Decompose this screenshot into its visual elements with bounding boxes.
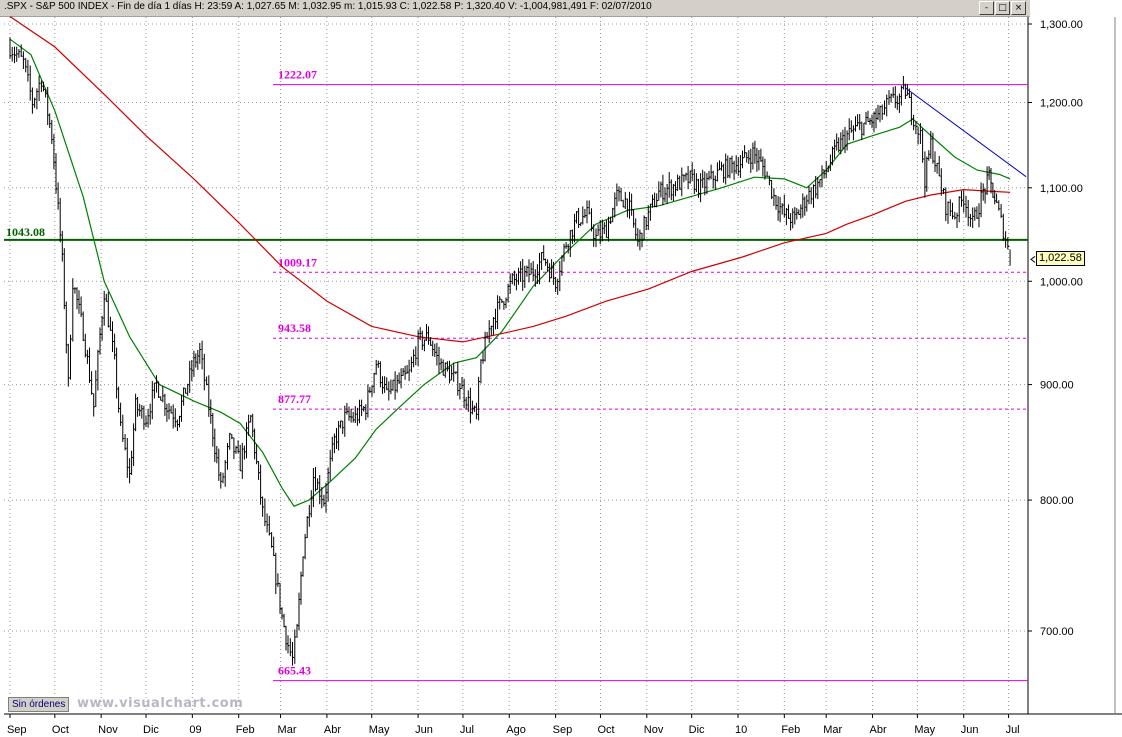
x-tick-label: May: [369, 724, 390, 736]
x-tick-label: Dic: [143, 724, 159, 736]
fibonacci-level-label: 665.43: [278, 664, 311, 678]
x-tick-label: Nov: [98, 724, 118, 736]
x-tick-label: Feb: [781, 724, 800, 736]
x-tick-label: Ago: [506, 724, 526, 736]
last-price-marker-icon: [1030, 255, 1036, 263]
x-tick-label: Jul: [1006, 724, 1020, 736]
x-tick-label: Jul: [460, 724, 474, 736]
x-tick-label: Jun: [961, 724, 979, 736]
x-tick-label: May: [914, 724, 935, 736]
window-title: .SPX - S&P 500 INDEX - Fin de día 1 días…: [4, 1, 652, 12]
x-tick-label: Feb: [236, 724, 255, 736]
moving-average-short-line: [9, 38, 1011, 507]
x-tick-label: Abr: [870, 724, 887, 736]
y-tick-label: 1,100.00: [1040, 183, 1083, 195]
y-tick-label: 1,300.00: [1040, 19, 1083, 31]
orders-button[interactable]: Sin órdenes: [8, 697, 70, 712]
fibonacci-level-label: 877.77: [278, 392, 311, 406]
x-tick-label: 09: [189, 724, 201, 736]
window-controls: - □ ×: [979, 1, 1026, 15]
x-tick-label: 10: [735, 724, 747, 736]
x-tick-label: Mar: [823, 724, 842, 736]
y-tick-label: 1,200.00: [1040, 97, 1083, 109]
fibonacci-level-label: 1222.07: [278, 68, 317, 82]
close-button[interactable]: ×: [1011, 1, 1026, 15]
x-tick-label: Oct: [597, 724, 614, 736]
minimize-button[interactable]: -: [979, 1, 994, 15]
x-tick-label: Dic: [689, 724, 705, 736]
y-tick-label: 700.00: [1040, 626, 1074, 638]
fibonacci-level-label: 943.58: [278, 321, 311, 335]
plot-area: [4, 17, 1028, 714]
x-tick-label: Nov: [644, 724, 664, 736]
x-tick-label: Mar: [278, 724, 297, 736]
trendline: [905, 87, 1027, 178]
fibonacci-level-label: 1009.17: [278, 255, 317, 269]
y-tick-label: 1,000.00: [1040, 276, 1083, 288]
x-tick-label: Jun: [415, 724, 433, 736]
x-tick-label: Sep: [7, 724, 27, 736]
watermark: www.visualchart.com: [77, 696, 244, 711]
y-tick-label: 800.00: [1040, 495, 1074, 507]
window-title-bar: .SPX - S&P 500 INDEX - Fin de día 1 días…: [0, 0, 1030, 17]
x-tick-label: Sep: [553, 724, 573, 736]
support-line-label: 1043.08: [6, 225, 45, 239]
x-tick-label: Abr: [324, 724, 341, 736]
last-price-label: 1,022.58: [1036, 251, 1085, 267]
y-tick-label: 900.00: [1040, 380, 1074, 392]
moving-average-long-line: [9, 16, 1011, 343]
maximize-button[interactable]: □: [995, 1, 1010, 15]
x-tick-label: Oct: [52, 724, 69, 736]
